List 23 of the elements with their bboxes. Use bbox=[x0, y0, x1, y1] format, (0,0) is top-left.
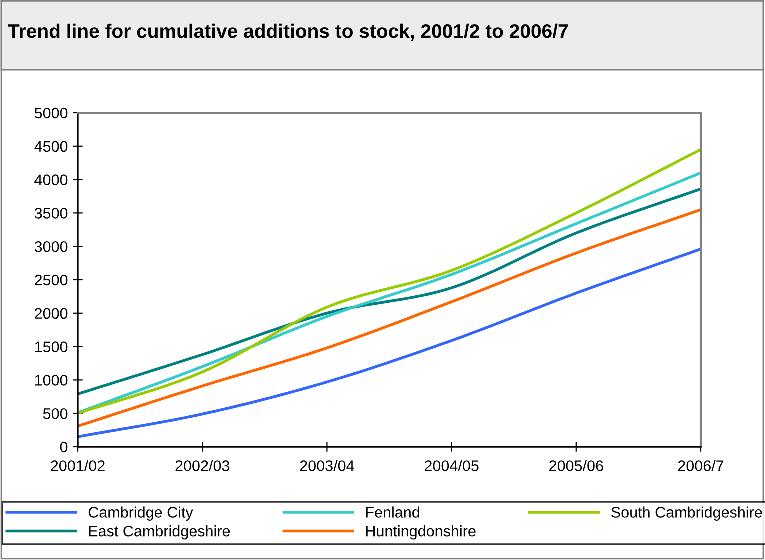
y-tick-label: 3500 bbox=[34, 208, 68, 219]
legend-label: East Cambridgeshire bbox=[89, 526, 230, 540]
y-tick-label: 0 bbox=[60, 442, 68, 453]
y-tick-label: 5000 bbox=[34, 108, 68, 119]
y-tick-label: 2000 bbox=[35, 308, 68, 320]
y-tick-label: 500 bbox=[43, 408, 68, 420]
y-tick-label: 1500 bbox=[35, 342, 68, 352]
legend-label: Huntingdonshire bbox=[366, 526, 476, 540]
chart-title: Trend line for cumulative additions to stock, 2001/2 to 2006/7 bbox=[8, 24, 568, 42]
x-tick-label: 2006/7 bbox=[678, 460, 724, 472]
y-tick-label: 3000 bbox=[34, 241, 68, 252]
x-tick-label: 2002/03 bbox=[176, 460, 230, 472]
x-tick-label: 2003/04 bbox=[300, 460, 354, 472]
y-tick-label: 4500 bbox=[34, 141, 68, 152]
x-tick-label: 2005/06 bbox=[550, 460, 604, 472]
x-tick-label: 2004/05 bbox=[424, 460, 479, 472]
legend-label: Fenland bbox=[366, 506, 420, 518]
legend-label: South Cambridgeshire bbox=[612, 506, 762, 521]
y-tick-label: 4000 bbox=[34, 174, 68, 186]
y-tick-label: 2500 bbox=[35, 274, 68, 286]
x-tick-label: 2001/02 bbox=[51, 460, 105, 472]
legend-label: Cambridge City bbox=[88, 506, 194, 521]
y-tick-label: 1000 bbox=[35, 375, 68, 386]
